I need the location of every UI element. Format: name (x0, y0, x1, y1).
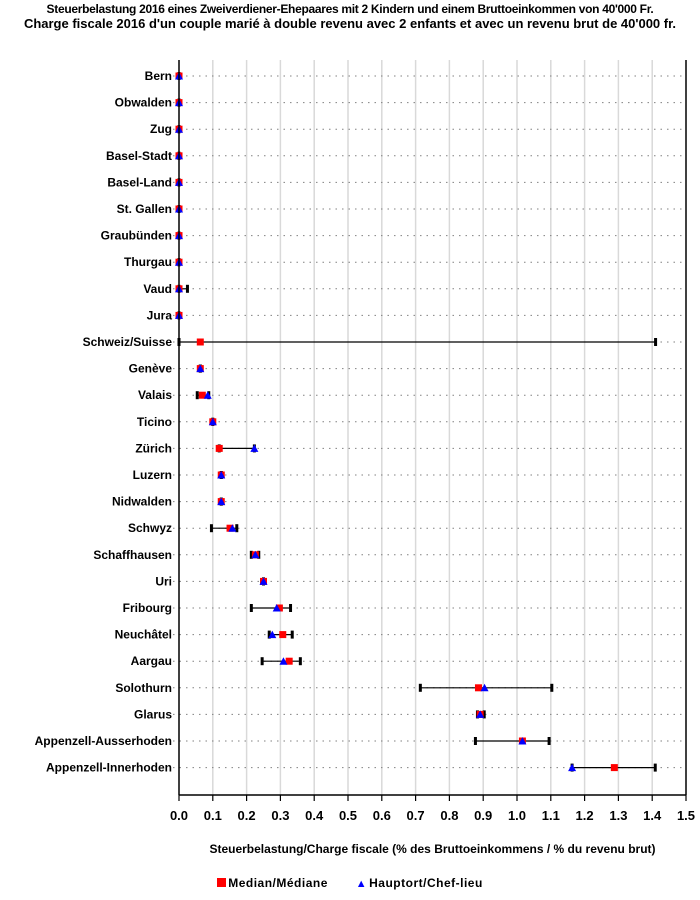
range-max-cap (185, 284, 189, 293)
range-min-cap (267, 630, 271, 639)
x-tick-label: 0.3 (271, 808, 289, 823)
row-label: Luzern (133, 468, 172, 482)
range-min-cap (195, 391, 199, 400)
row-label: Neuchâtel (115, 628, 172, 642)
hauptort-marker (217, 497, 226, 506)
range-max-cap (550, 683, 554, 692)
chart-subtitle: Charge fiscale 2016 d'un couple marié à … (23, 16, 677, 31)
row-label: Fribourg (123, 601, 172, 615)
red-square-icon (217, 878, 227, 887)
legend: Median/Médiane ▲ Hauptort/Chef-lieu (0, 876, 700, 890)
row-label: Glarus (134, 707, 172, 721)
hauptort-marker (476, 710, 485, 718)
hauptort-marker (208, 417, 217, 426)
median-marker (196, 338, 204, 346)
range-min-cap (418, 683, 422, 692)
median-marker (279, 631, 287, 639)
legend-median: Median/Médiane (217, 876, 328, 890)
range-min-cap (249, 604, 253, 612)
x-tick-label: 0.6 (373, 808, 391, 823)
range-max-cap (289, 604, 293, 612)
row-label: Uri (155, 574, 172, 588)
x-tick-label: 1.2 (576, 808, 594, 823)
chart-title: Steuerbelastung 2016 eines Zweiverdiener… (46, 2, 654, 16)
median-marker (198, 391, 206, 399)
row-label: Zürich (135, 441, 172, 455)
blue-triangle-icon: ▲ (355, 878, 368, 890)
range-max-cap (547, 737, 551, 745)
median-marker (215, 444, 223, 452)
range-max-cap (654, 338, 658, 346)
row-label: Schwyz (128, 521, 172, 535)
hauptort-marker (217, 471, 226, 479)
median-marker (610, 764, 618, 772)
hauptort-marker (279, 657, 288, 665)
x-axis-label: Steuerbelastung/Charge fiscale (% des Br… (209, 842, 656, 856)
row-label: Ticino (137, 415, 172, 429)
median-marker (474, 684, 482, 692)
x-tick-label: 0.5 (339, 808, 357, 823)
row-label: Thurgau (124, 255, 172, 269)
row-label: Appenzell-Innerhoden (46, 761, 172, 775)
range-max-cap (290, 630, 294, 639)
x-tick-label: 1.5 (677, 808, 695, 823)
hauptort-marker (228, 524, 237, 532)
legend-hauptort: ▲ Hauptort/Chef-lieu (356, 876, 483, 890)
median-marker (285, 657, 293, 665)
hauptort-marker (250, 444, 259, 452)
row-label: Genève (129, 362, 173, 376)
range-min-cap (249, 550, 253, 559)
row-label: Valais (138, 388, 172, 402)
row-label: Bern (145, 69, 172, 83)
hauptort-marker (268, 630, 277, 639)
x-tick-label: 1.1 (542, 808, 560, 823)
legend-hauptort-label: Hauptort/Chef-lieu (369, 876, 483, 890)
hauptort-marker (196, 364, 205, 373)
row-label: Jura (147, 308, 173, 322)
range-min-cap (260, 657, 264, 666)
row-label: Schweiz/Suisse (83, 335, 173, 349)
row-label: Obwalden (115, 96, 172, 110)
row-label: Schaffhausen (93, 548, 172, 562)
legend-median-label: Median/Médiane (228, 876, 328, 890)
hauptort-marker (518, 737, 527, 745)
row-label: Aargau (131, 654, 172, 668)
row-label: Nidwalden (112, 495, 172, 509)
x-tick-label: 0.0 (170, 808, 188, 823)
x-tick-label: 1.3 (609, 808, 627, 823)
hauptort-marker (251, 550, 260, 559)
range-min-cap (473, 737, 477, 745)
range-max-cap (653, 763, 657, 772)
row-label: St. Gallen (117, 202, 172, 216)
range-min-cap (209, 524, 213, 533)
x-tick-label: 1.4 (643, 808, 662, 823)
row-label: Zug (150, 122, 172, 136)
x-tick-label: 0.9 (474, 808, 492, 823)
hauptort-marker (568, 763, 577, 772)
median-marker (275, 604, 283, 612)
range-max-cap (482, 710, 486, 719)
hauptort-marker (480, 683, 489, 692)
x-tick-label: 1.0 (508, 808, 526, 823)
row-label: Vaud (143, 282, 172, 296)
row-label: Graubünden (101, 229, 172, 243)
range-max-cap (235, 524, 239, 533)
x-tick-label: 0.1 (204, 808, 222, 823)
row-label: Basel-Land (107, 175, 172, 189)
x-tick-label: 0.2 (238, 808, 256, 823)
x-tick-label: 0.7 (407, 808, 425, 823)
hauptort-marker (203, 391, 212, 399)
row-label: Appenzell-Ausserhoden (35, 734, 172, 748)
x-tick-label: 0.8 (440, 808, 458, 823)
hauptort-marker (259, 577, 268, 585)
hauptort-marker (272, 604, 281, 612)
row-label: Solothurn (115, 681, 172, 695)
median-marker (226, 524, 234, 532)
range-max-cap (298, 657, 302, 666)
row-label: Basel-Stadt (106, 149, 172, 163)
x-tick-label: 0.4 (305, 808, 324, 823)
